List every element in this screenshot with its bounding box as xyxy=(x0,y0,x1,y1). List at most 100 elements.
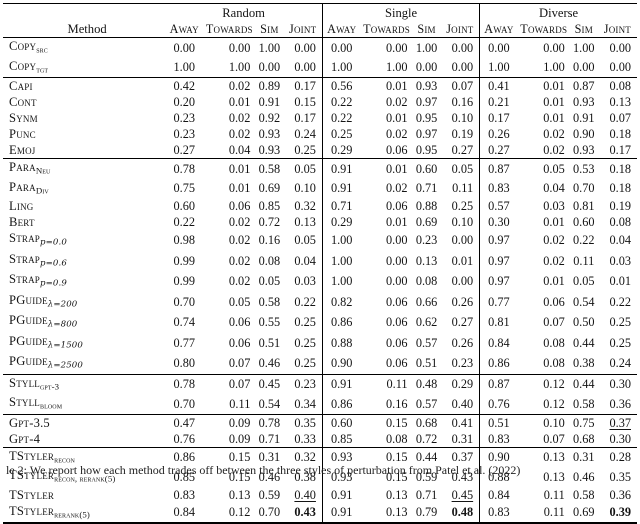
metric-cell: 0.05 xyxy=(228,294,251,309)
metric-cell: 0.00 xyxy=(573,60,595,75)
metric-cell: 0.33 xyxy=(294,431,316,446)
metric-cell: 0.32 xyxy=(294,199,316,213)
metric-cell: 0.90 xyxy=(573,127,595,141)
metric-cell: 0.17 xyxy=(479,110,518,126)
method-name: TStylerrecon xyxy=(3,446,166,467)
metric-cell: 0.84 xyxy=(479,486,518,503)
metric-cell: 0.82 xyxy=(321,291,361,312)
metric-cell: 0.22 xyxy=(321,110,361,126)
metric-cell: 0.22 xyxy=(609,294,631,309)
metric-cell: 0.93 xyxy=(321,446,361,467)
metric-cell: 0.87 xyxy=(569,77,598,94)
metric-cell: 0.08 xyxy=(543,335,565,350)
method-name-subscript: p=0.6 xyxy=(40,258,67,268)
metric-cell: 0.57 xyxy=(415,396,438,411)
results-table: Method Random Single Diverse Away Toward… xyxy=(3,3,637,524)
metric-cell: 0.81 xyxy=(479,312,518,333)
method-name-main: Cont xyxy=(9,95,37,109)
table-header: Method Random Single Diverse Away Toward… xyxy=(3,3,637,38)
metric-cell: 0.97 xyxy=(415,95,438,109)
metric-cell: 0.83 xyxy=(173,487,196,502)
metric-cell: 0.60 xyxy=(573,215,595,229)
metric-cell: 0.70 xyxy=(258,505,281,520)
table-row: Strapp=0.9 0.99 0.02 0.05 0.03 1.00 0.00 0.08 0.… xyxy=(3,271,637,292)
metric-cell: 0.30 xyxy=(609,431,631,446)
metric-cell: 0.03 xyxy=(543,199,565,213)
metric-cell: 0.71 xyxy=(415,181,438,196)
metric-cell: 0.01 xyxy=(228,95,251,109)
method-name-main: Strap xyxy=(9,251,41,266)
metric-cell: 0.77 xyxy=(173,335,196,350)
metric-cell: 0.95 xyxy=(415,143,438,157)
table-row: PGuideλ=2500 0.80 0.07 0.46 0.25 0.90 0.06 0.51… xyxy=(3,353,637,374)
method-name: Cont xyxy=(3,94,165,110)
metric-cell: 0.70 xyxy=(173,396,196,411)
method-name-main: Strap xyxy=(9,231,41,245)
metric-cell: 0.07 xyxy=(543,315,565,330)
metric-cell: 0.03 xyxy=(294,274,316,289)
metric-cell: 0.06 xyxy=(386,294,408,309)
column-header-towards: Towards xyxy=(360,21,413,38)
metric-cell: 0.25 xyxy=(609,335,631,350)
table-row: TStylerrerank(5) 0.84 0.12 0.70 0.43 0.91 0.13… xyxy=(3,502,637,523)
metric-cell: 0.31 xyxy=(451,431,474,446)
method-name-main: TStyler xyxy=(9,503,55,518)
group-header-single: Single xyxy=(321,3,480,21)
metric-cell: 0.78 xyxy=(165,158,204,179)
metric-cell: 0.71 xyxy=(415,487,438,502)
method-name-main: Ling xyxy=(9,199,34,213)
metric-cell: 0.08 xyxy=(386,431,408,446)
column-header-towards: Towards xyxy=(203,21,256,38)
metric-cell: 0.29 xyxy=(440,373,480,394)
metric-cell: 0.11 xyxy=(573,253,595,268)
method-name-main: Capi xyxy=(9,79,33,93)
metric-cell: 0.31 xyxy=(255,446,284,467)
metric-cell: 0.24 xyxy=(294,127,316,141)
table-row: Gpt-3.5 0.47 0.09 0.78 0.35 0.60 0.15 0.68 0.41 0… xyxy=(3,413,637,431)
metric-cell: 0.08 xyxy=(597,77,637,94)
metric-cell: 0.30 xyxy=(479,214,518,230)
metric-cell: 0.16 xyxy=(451,95,474,109)
metric-cell: 0.97 xyxy=(415,127,438,141)
metric-cell: 0.29 xyxy=(321,214,361,230)
metric-cell: 1.00 xyxy=(228,60,251,75)
metric-cell: 0.27 xyxy=(451,315,474,330)
metric-cell: 0.00 xyxy=(609,40,631,55)
metric-cell: 0.00 xyxy=(451,60,474,75)
metric-cell: 0.23 xyxy=(173,111,196,125)
metric-cell: 0.83 xyxy=(479,502,518,523)
metric-cell: 0.05 xyxy=(440,158,480,179)
metric-cell: 0.71 xyxy=(258,431,281,446)
method-name-main: Synm xyxy=(9,111,38,125)
metric-cell: 0.54 xyxy=(573,294,595,309)
metric-cell: 0.01 xyxy=(609,274,631,289)
metric-cell: 0.70 xyxy=(573,181,595,196)
metric-cell: 0.44 xyxy=(573,335,595,350)
method-name-subscript: src xyxy=(36,44,48,55)
method-name-subscript: recon xyxy=(54,454,75,464)
metric-cell: 0.23 xyxy=(415,233,438,248)
method-name: Strapp=0.0 xyxy=(3,230,165,251)
metric-cell: 0.13 xyxy=(294,215,316,229)
metric-cell: 0.02 xyxy=(203,77,256,94)
metric-cell: 0.03 xyxy=(609,253,631,268)
metric-cell: 0.69 xyxy=(573,505,595,520)
metric-cell: 0.02 xyxy=(228,111,251,125)
metric-cell: 0.13 xyxy=(228,487,251,502)
metric-cell: 0.07 xyxy=(440,77,480,94)
method-name-main: Copy xyxy=(9,39,37,53)
metric-cell: 0.01 xyxy=(360,158,413,179)
method-name: Emoj xyxy=(3,142,165,159)
method-name-subscript: λ=1500 xyxy=(47,340,83,350)
metric-cell: 0.91 xyxy=(321,486,361,503)
metric-cell: 0.11 xyxy=(543,505,565,520)
method-name: Strapp=0.6 xyxy=(3,251,165,272)
metric-cell: 0.11 xyxy=(452,181,474,196)
metric-cell: 0.02 xyxy=(386,127,408,141)
metric-cell: 0.05 xyxy=(258,274,281,289)
metric-cell: 0.87 xyxy=(479,373,518,394)
metric-cell: 0.01 xyxy=(228,181,251,196)
metric-cell: 0.15 xyxy=(294,95,316,109)
metric-cell: 0.78 xyxy=(255,413,284,431)
metric-cell: 0.85 xyxy=(321,430,361,447)
